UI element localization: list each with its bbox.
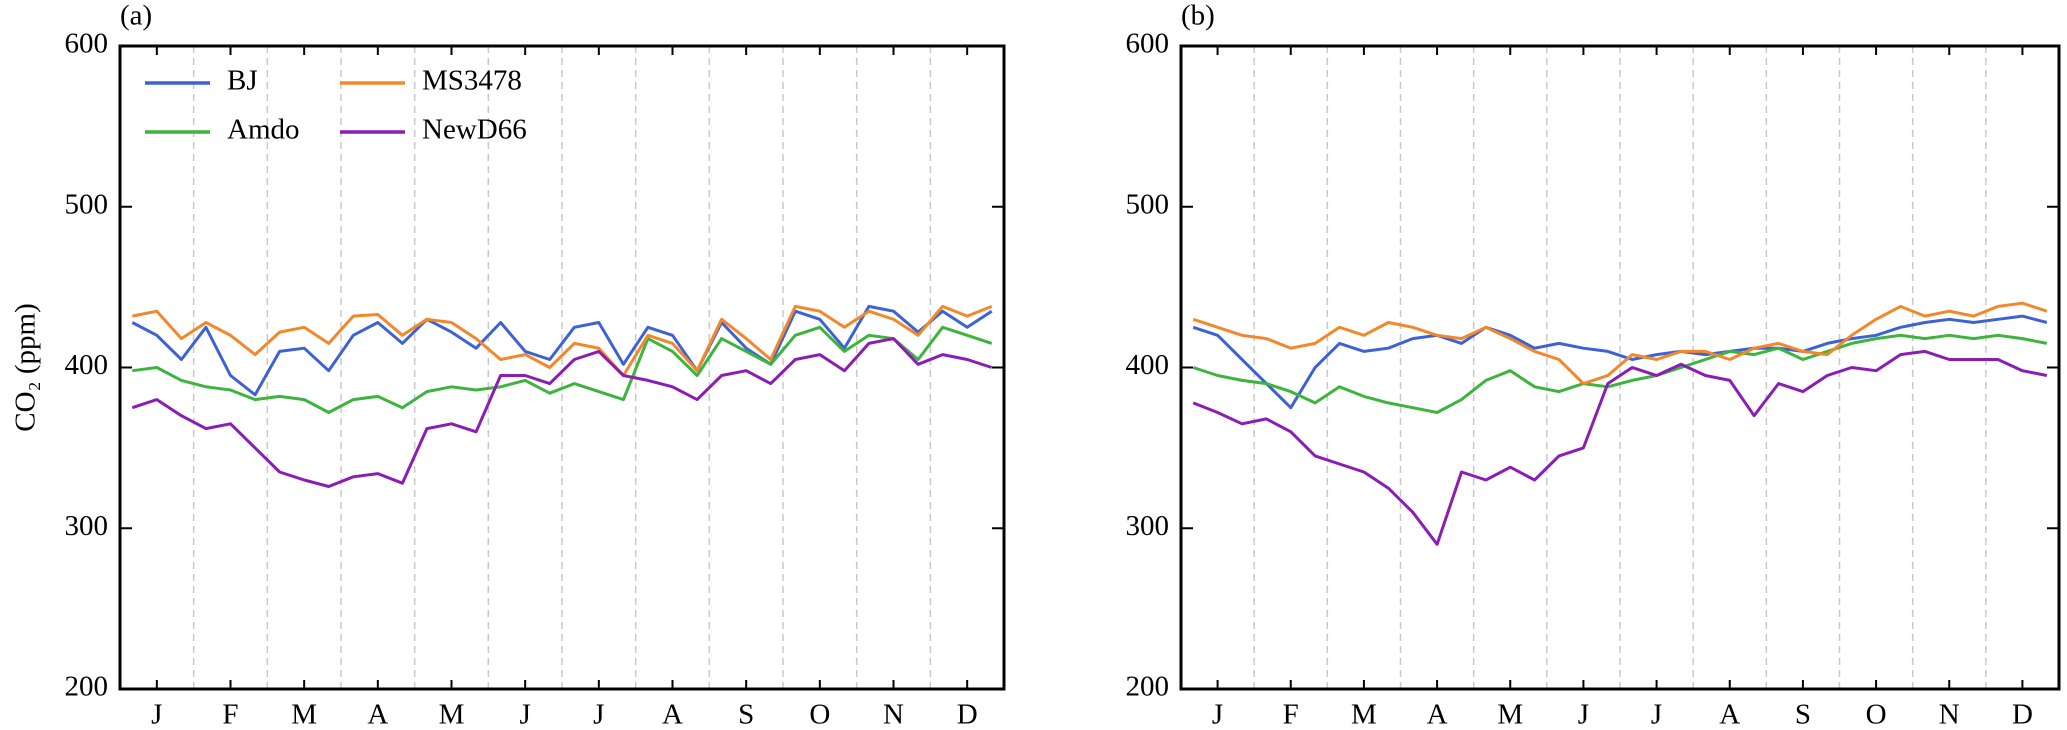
x-tick-label: M	[1497, 699, 1523, 730]
series-line	[131, 337, 993, 488]
y-tick-label: 300	[65, 510, 109, 542]
panel-label: (b)	[1181, 0, 1215, 32]
series-line	[1192, 314, 2048, 410]
series-line	[1192, 349, 2048, 546]
x-tick-label: J	[520, 699, 531, 730]
x-tick-label: J	[1212, 699, 1223, 730]
y-tick-label: 600	[1126, 28, 1170, 60]
x-tick-label: D	[2012, 699, 2033, 730]
series-line	[132, 325, 993, 414]
series-line	[132, 304, 993, 377]
legend-label: Amdo	[227, 114, 300, 146]
x-tick-label: M	[1351, 699, 1377, 730]
x-tick-label: F	[222, 699, 238, 730]
x-tick-label: J	[1578, 699, 1589, 730]
y-tick-label: 300	[1126, 510, 1170, 542]
x-tick-label: O	[1866, 699, 1887, 730]
y-tick-label: 200	[65, 671, 109, 703]
x-tick-label: D	[957, 699, 978, 730]
x-tick-label: A	[367, 699, 388, 730]
y-tick-label: 400	[65, 349, 109, 381]
panel-label: (a)	[120, 0, 152, 32]
x-tick-label: S	[738, 699, 754, 730]
series-line	[1192, 333, 2048, 414]
x-tick-label: J	[1651, 699, 1662, 730]
x-tick-label: N	[883, 699, 904, 730]
x-tick-label: S	[1795, 699, 1811, 730]
series-line	[131, 304, 993, 397]
legend-label: NewD66	[422, 114, 527, 146]
x-tick-label: N	[1939, 699, 1960, 730]
x-tick-label: A	[662, 699, 683, 730]
y-tick-label: 600	[65, 28, 109, 60]
plot-frame	[118, 44, 1006, 691]
x-tick-label: M	[291, 699, 317, 730]
x-tick-label: A	[1427, 699, 1448, 730]
legend-label: MS3478	[422, 65, 522, 97]
x-tick-label: O	[809, 699, 830, 730]
y-tick-label: 400	[1126, 349, 1170, 381]
y-axis-label: CO₂ (ppm)	[10, 303, 42, 432]
series-line	[1192, 301, 2048, 386]
legend-label: BJ	[227, 65, 258, 97]
y-tick-label: 200	[1126, 671, 1170, 703]
x-tick-label: J	[151, 699, 162, 730]
x-tick-label: A	[1719, 699, 1740, 730]
plot-frame	[1179, 44, 2061, 691]
y-tick-label: 500	[1126, 188, 1170, 220]
x-tick-label: M	[439, 699, 465, 730]
x-tick-label: F	[1283, 699, 1299, 730]
x-tick-label: J	[593, 699, 604, 730]
y-tick-label: 500	[65, 188, 109, 220]
